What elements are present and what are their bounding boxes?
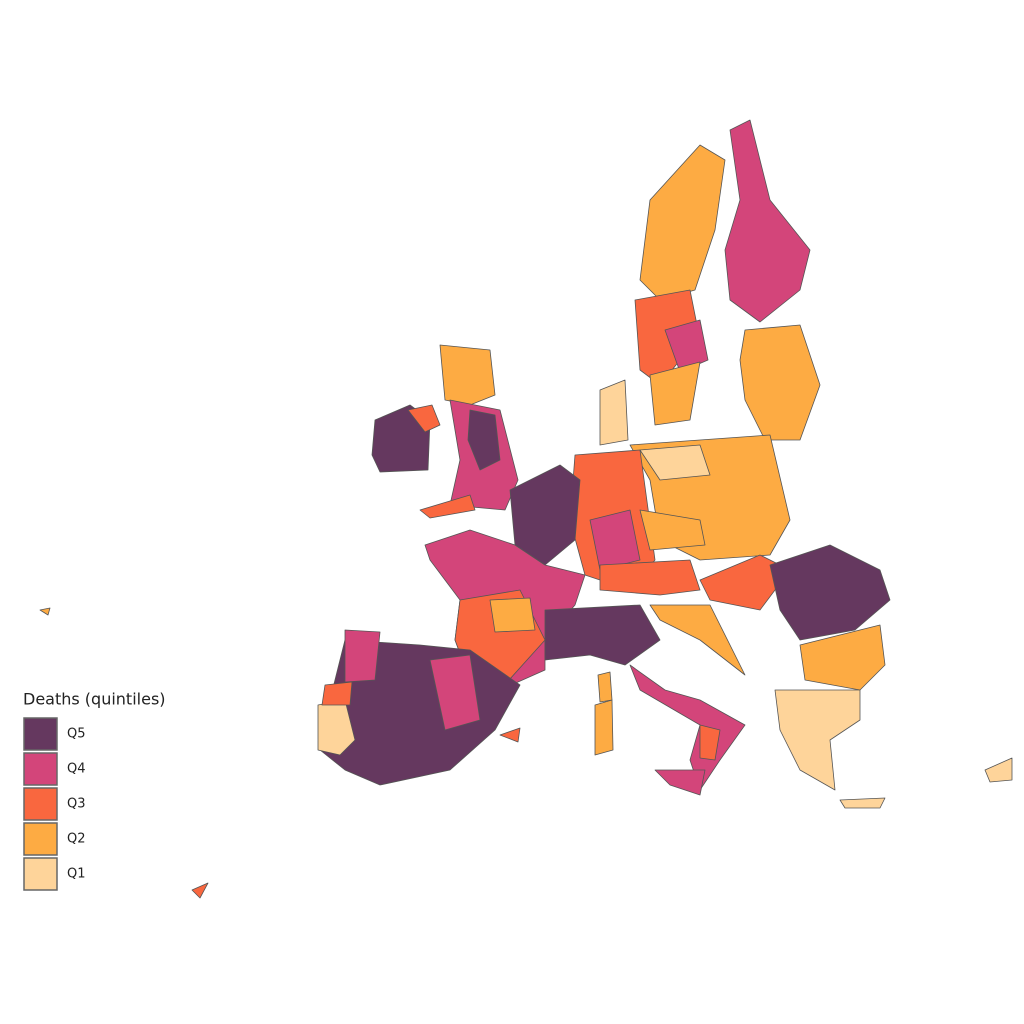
region xyxy=(724,119,811,323)
region xyxy=(39,607,51,616)
legend-title: Deaths (quintiles) xyxy=(23,690,166,709)
region xyxy=(699,724,721,761)
region xyxy=(649,604,746,676)
legend-label: Q3 xyxy=(67,797,86,812)
legend-swatch xyxy=(23,717,58,751)
legend-label: Q5 xyxy=(67,727,86,742)
legend-label: Q1 xyxy=(67,867,86,882)
region xyxy=(599,559,701,596)
region xyxy=(639,444,711,481)
legend: Deaths (quintiles) Q5 Q4 Q3 Q2 Q1 xyxy=(23,690,166,891)
region xyxy=(489,597,536,633)
region xyxy=(839,797,886,809)
legend-swatch xyxy=(23,787,58,821)
region xyxy=(649,361,701,426)
region xyxy=(654,769,706,796)
region xyxy=(191,882,209,899)
region xyxy=(599,379,629,446)
legend-label: Q2 xyxy=(67,832,86,847)
region xyxy=(429,654,481,731)
legend-label: Q4 xyxy=(67,762,86,777)
region xyxy=(629,664,746,791)
region xyxy=(664,319,709,373)
region xyxy=(344,629,381,683)
region xyxy=(499,727,521,743)
region xyxy=(321,681,353,706)
region xyxy=(419,494,476,519)
region xyxy=(594,699,614,756)
region xyxy=(774,689,861,791)
region xyxy=(699,554,791,611)
region xyxy=(799,624,886,691)
region xyxy=(544,604,661,666)
region xyxy=(639,144,726,301)
region xyxy=(769,544,891,641)
region xyxy=(371,404,431,473)
region xyxy=(467,409,501,471)
legend-swatch xyxy=(23,752,58,786)
region xyxy=(639,509,706,551)
legend-swatch xyxy=(23,857,58,891)
region xyxy=(597,671,613,703)
region xyxy=(439,344,496,406)
region xyxy=(407,404,441,433)
regions xyxy=(39,119,1013,899)
region xyxy=(589,509,641,571)
region xyxy=(739,324,821,441)
region xyxy=(984,757,1013,783)
legend-swatch xyxy=(23,822,58,856)
